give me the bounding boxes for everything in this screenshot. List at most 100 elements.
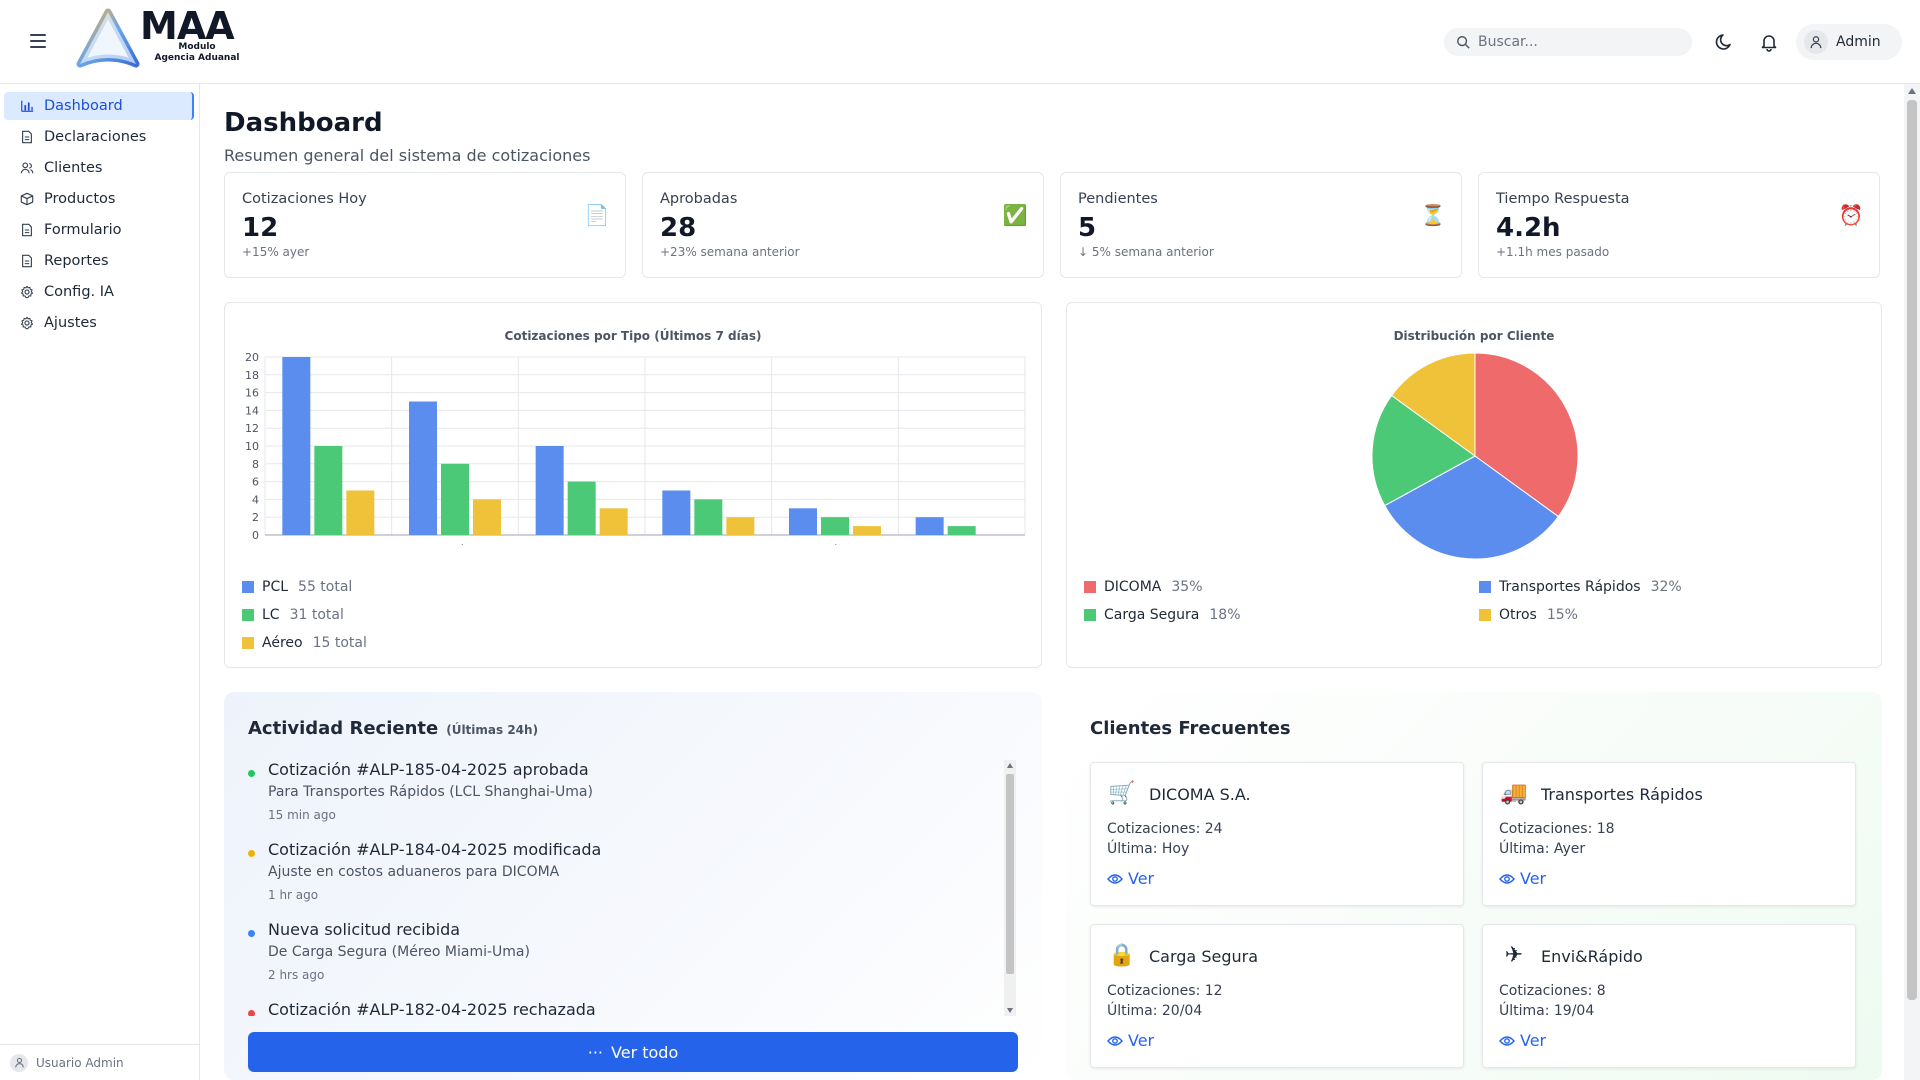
x-tick-label: Sáb <box>825 543 846 545</box>
client-card-transportes[interactable]: 🚚 Transportes Rápidos Cotizaciones: 18 Ú… <box>1482 762 1856 906</box>
footer-avatar <box>10 1053 28 1072</box>
legend-percent: 18% <box>1209 607 1241 623</box>
sidebar-item-ajustes[interactable]: Ajustes <box>4 309 194 337</box>
bar-lc[interactable] <box>314 446 343 535</box>
bar-aéreo[interactable] <box>726 517 755 535</box>
document-icon: 📄 <box>584 203 610 227</box>
logo-title: MAA <box>140 4 235 48</box>
legend-percent: 35% <box>1171 579 1203 595</box>
page-title: Dashboard <box>224 108 383 138</box>
sidebar-item-formulario[interactable]: Formulario <box>4 216 194 244</box>
dark-mode-toggle[interactable] <box>1713 30 1737 54</box>
user-icon <box>1810 36 1822 49</box>
scrollbar-thumb[interactable] <box>1907 100 1917 1000</box>
sidebar-item-label: Ajustes <box>44 315 97 331</box>
sidebar-item-declaraciones[interactable]: Declaraciones <box>4 123 194 151</box>
client-card-envirapido[interactable]: ✈ Envi&Rápido Cotizaciones: 8 Última: 19… <box>1482 924 1856 1068</box>
search-icon <box>1457 36 1470 49</box>
client-card-dicoma[interactable]: 🛒 DICOMA S.A. Cotizaciones: 24 Última: H… <box>1090 762 1464 906</box>
logo[interactable]: MAA Modulo Agencia Aduanal <box>72 4 252 76</box>
sidebar-item-config-ia[interactable]: Config. IA <box>4 278 194 306</box>
airplane-icon: ✈ <box>1504 943 1524 968</box>
client-quotes: Cotizaciones: 18 <box>1499 821 1615 837</box>
pie-slice-carga-segura[interactable] <box>1371 394 1476 507</box>
stat-card-tiempo-respuesta: Tiempo Respuesta 4.2h +1.1h mes pasado ⏰ <box>1478 172 1880 278</box>
search-box[interactable] <box>1444 28 1692 56</box>
search-input[interactable] <box>1478 34 1678 50</box>
scroll-up-arrow-icon[interactable] <box>1908 88 1916 94</box>
pie-legend-carga-segura[interactable]: Carga Segura 18% <box>1084 607 1241 623</box>
bar-aéreo[interactable] <box>853 526 881 535</box>
sidebar-item-label: Productos <box>44 191 116 207</box>
sidebar-item-clientes[interactable]: Clientes <box>4 154 194 182</box>
sidebar-footer[interactable]: Usuario Admin <box>0 1044 200 1080</box>
y-tick-label: 0 <box>252 529 259 542</box>
pie-chart <box>1371 352 1579 560</box>
sidebar-item-label: Reportes <box>44 253 109 269</box>
legend-total: 31 total <box>289 607 344 623</box>
pie-legend-dicoma[interactable]: DICOMA 35% <box>1084 579 1203 595</box>
status-dot <box>248 770 255 777</box>
bar-lc[interactable] <box>567 481 596 535</box>
notifications-button[interactable] <box>1757 30 1781 54</box>
hamburger-menu-icon[interactable] <box>24 27 52 55</box>
avatar <box>1804 30 1828 54</box>
bar-pcl[interactable] <box>789 508 817 535</box>
stat-label: Cotizaciones Hoy <box>242 191 367 207</box>
bar-pcl[interactable] <box>535 446 564 535</box>
legend-swatch <box>1479 609 1491 621</box>
pie-slice-dicoma[interactable] <box>1474 352 1579 518</box>
sidebar-item-productos[interactable]: Productos <box>4 185 194 213</box>
bar-lc[interactable] <box>694 499 723 535</box>
activity-scrollbar[interactable] <box>1004 760 1016 1016</box>
bar-aéreo[interactable] <box>346 490 375 536</box>
bar-aéreo[interactable] <box>599 508 628 535</box>
activity-title: Actividad Reciente (Últimas 24h) <box>248 718 538 739</box>
sidebar-item-reportes[interactable]: Reportes <box>4 247 194 275</box>
x-tick-label: Jue <box>572 543 590 545</box>
pie-slice-transportes-r-pidos[interactable] <box>1384 455 1560 560</box>
scroll-up-arrow-icon[interactable] <box>1007 763 1013 768</box>
ver-todo-button[interactable]: ··· Ver todo <box>248 1032 1018 1072</box>
scrollbar-thumb[interactable] <box>1006 774 1014 974</box>
page-scrollbar[interactable] <box>1904 84 1920 1080</box>
bar-lc[interactable] <box>947 526 976 535</box>
client-view-label: Ver <box>1520 869 1547 888</box>
y-tick-label: 6 <box>252 476 259 489</box>
bar-lc[interactable] <box>821 517 849 535</box>
legend-item-aereo[interactable]: Aéreo 15 total <box>242 635 367 651</box>
scroll-down-arrow-icon[interactable] <box>1007 1008 1013 1013</box>
client-view-link[interactable]: Ver <box>1107 869 1154 888</box>
legend-item-pcl[interactable]: PCL 55 total <box>242 579 352 595</box>
legend-item-lc[interactable]: LC 31 total <box>242 607 344 623</box>
pie-chart-panel: Distribución por Cliente DICOMA 35% Tran… <box>1066 302 1882 668</box>
document-icon <box>22 130 32 144</box>
y-tick-label: 18 <box>245 369 259 382</box>
legend-swatch <box>242 581 254 593</box>
bar-pcl[interactable] <box>409 401 437 536</box>
legend-label: Aéreo <box>262 635 303 651</box>
pie-legend-transportes[interactable]: Transportes Rápidos 32% <box>1479 579 1682 595</box>
activity-list[interactable]: Cotización #ALP-185-04-2025 aprobada Par… <box>248 760 1020 1016</box>
bar-lc[interactable] <box>441 463 469 535</box>
x-tick-label: Mar <box>318 543 339 545</box>
user-menu-button[interactable]: Admin <box>1796 24 1902 60</box>
client-card-carga-segura[interactable]: 🔒 Carga Segura Cotizaciones: 12 Última: … <box>1090 924 1464 1068</box>
bar-pcl[interactable] <box>915 517 944 535</box>
bar-aéreo[interactable] <box>473 499 501 535</box>
pie-slice-otros[interactable] <box>1390 352 1476 457</box>
user-icon <box>14 1057 24 1068</box>
client-view-link[interactable]: Ver <box>1499 869 1546 888</box>
client-view-link[interactable]: Ver <box>1499 1031 1546 1050</box>
legend-label: PCL <box>262 579 289 595</box>
bar-pcl[interactable] <box>282 357 311 535</box>
activity-item-time: 15 min ago <box>268 808 336 822</box>
logo-triangle-icon <box>76 8 140 68</box>
pie-legend-otros[interactable]: Otros 15% <box>1479 607 1578 623</box>
bar-pcl[interactable] <box>662 490 691 536</box>
client-view-link[interactable]: Ver <box>1107 1031 1154 1050</box>
eye-icon <box>1107 873 1123 884</box>
activity-item-title: Cotización #ALP-184-04-2025 modificada <box>268 840 602 859</box>
footer-user-label: Usuario Admin <box>36 1055 124 1070</box>
sidebar-item-dashboard[interactable]: Dashboard <box>4 92 194 120</box>
